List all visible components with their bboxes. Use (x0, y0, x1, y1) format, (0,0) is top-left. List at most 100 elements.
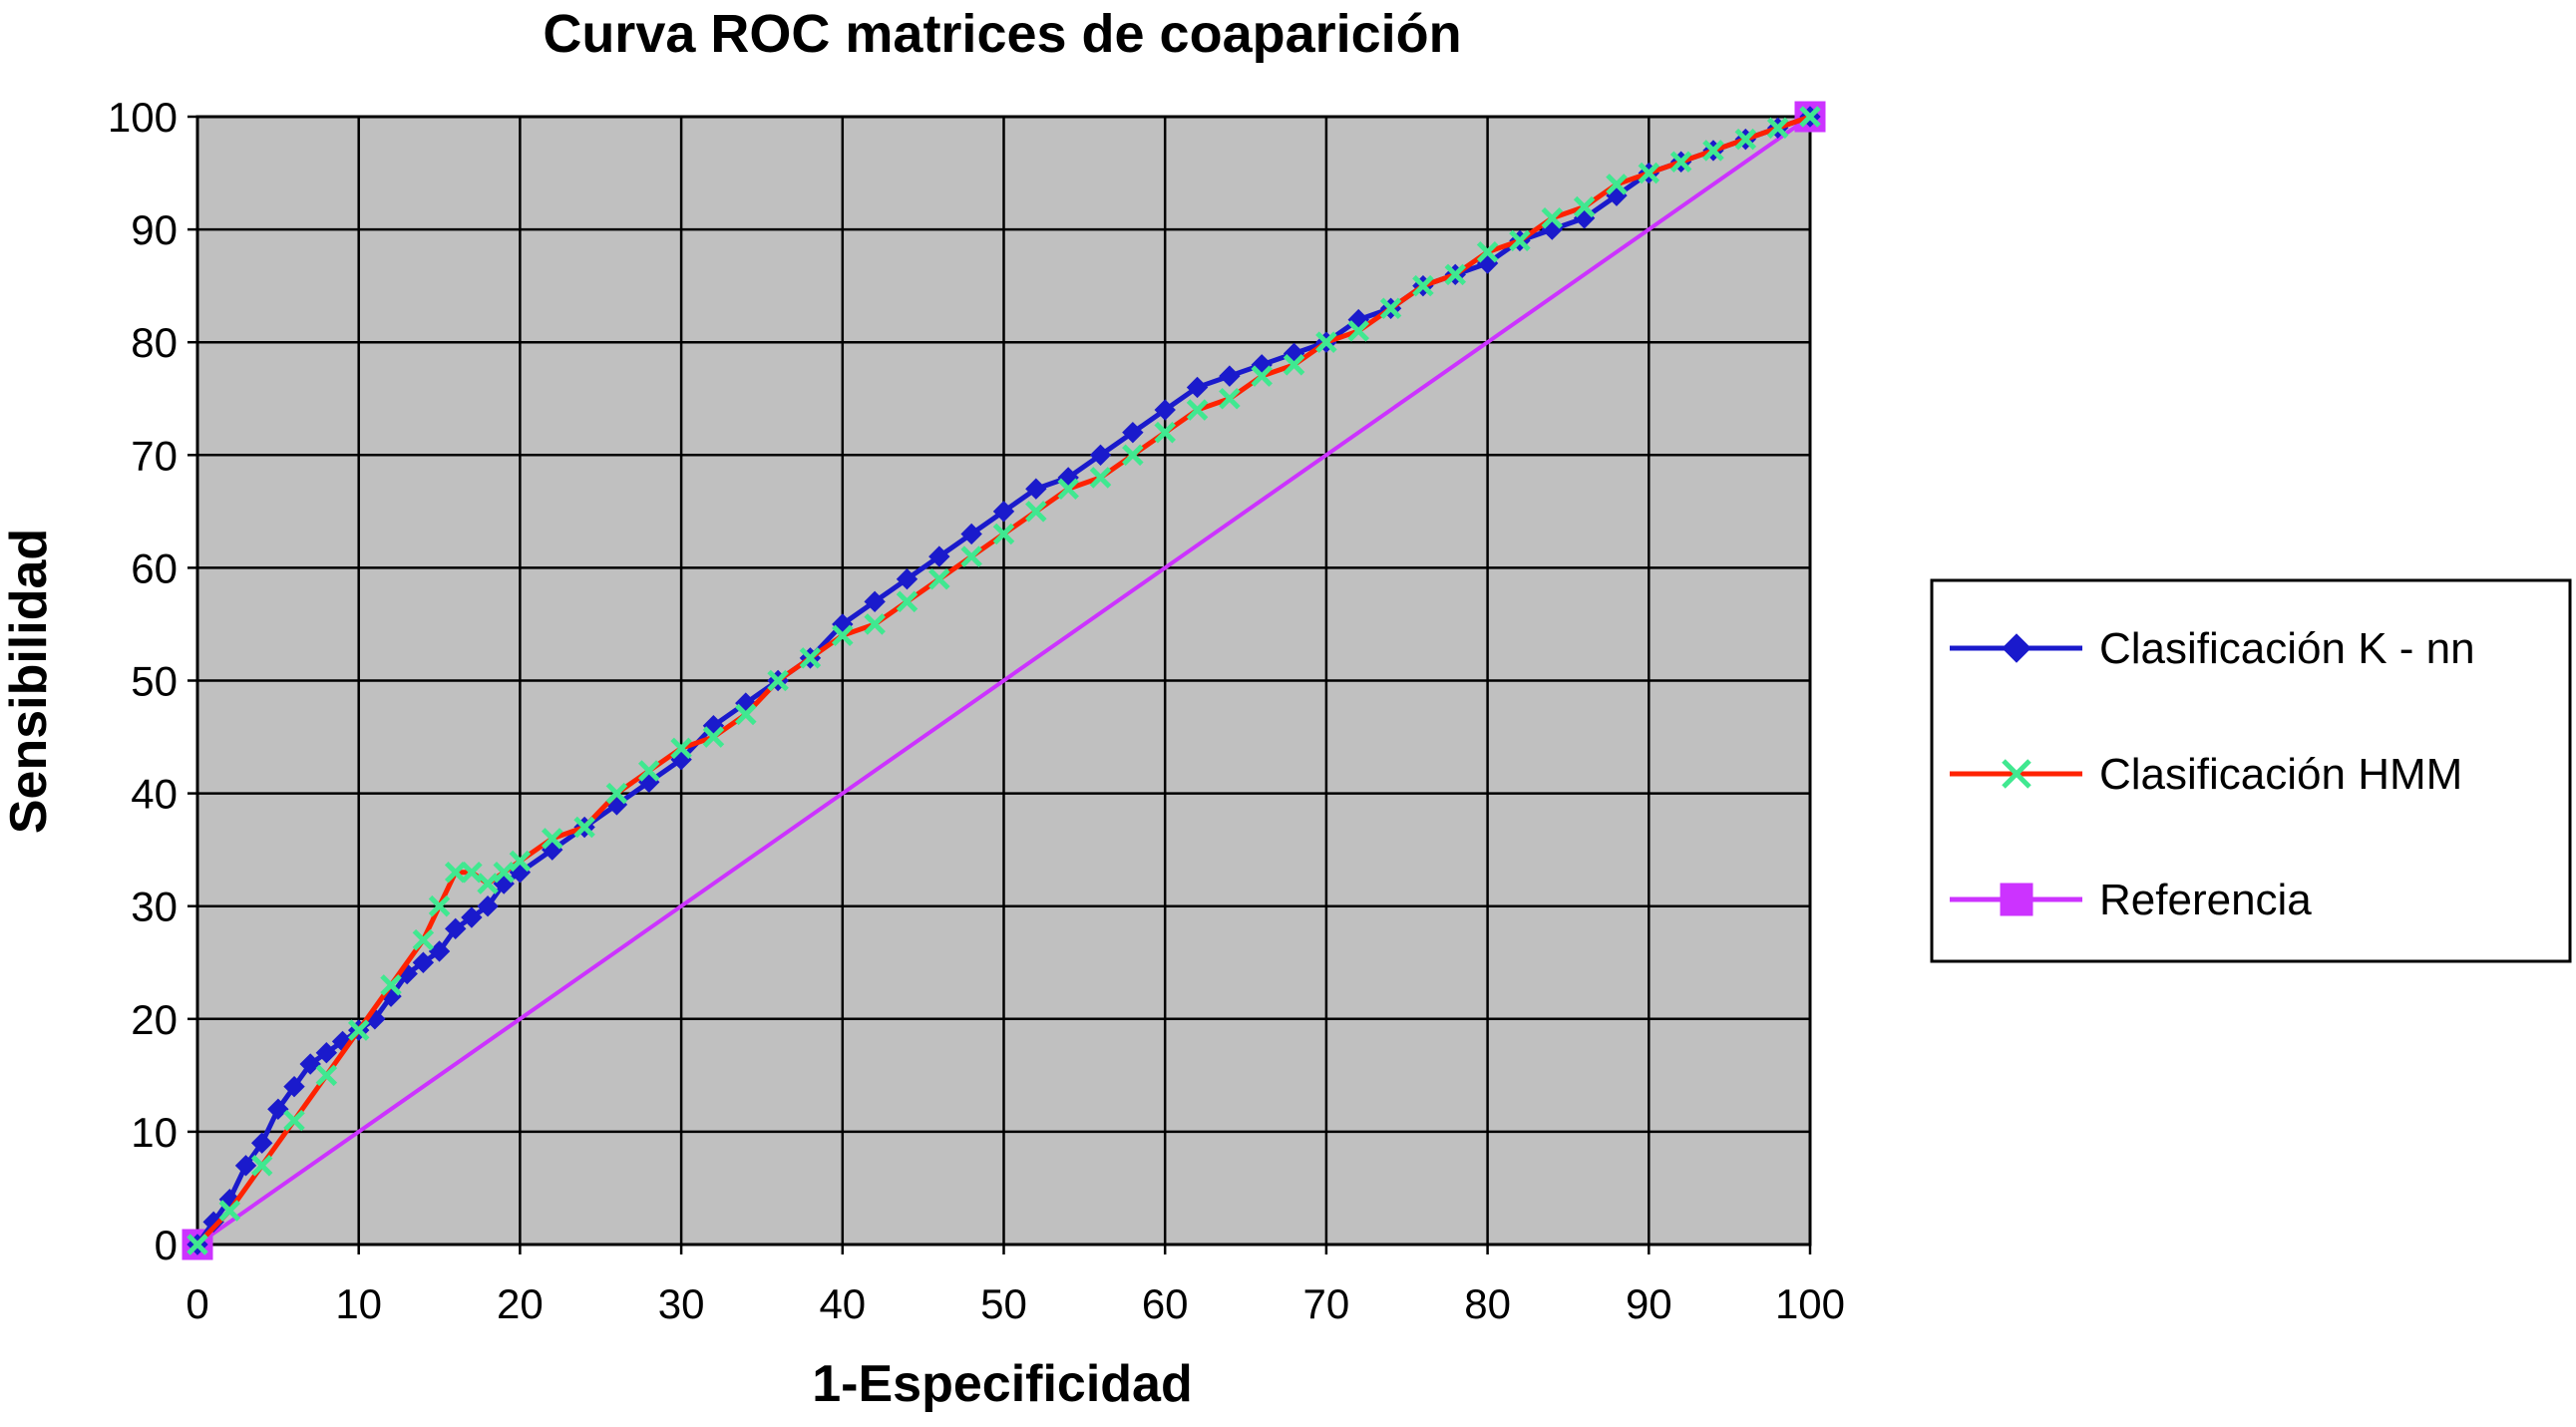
data-point (186, 1234, 208, 1255)
legend-marker (2000, 883, 2033, 916)
data-point (477, 873, 499, 894)
data-point (1283, 354, 1305, 376)
data-point (1219, 365, 1241, 387)
x-tick-label: 40 (819, 1280, 866, 1327)
x-tick-label: 30 (658, 1280, 705, 1327)
data-point (1089, 444, 1112, 467)
data-point (1154, 421, 1176, 444)
data-point (1315, 331, 1337, 353)
data-point (1025, 478, 1047, 500)
data-point (1412, 274, 1434, 297)
data-point (1025, 501, 1047, 523)
data-point (735, 703, 757, 726)
data-point (1379, 297, 1402, 320)
x-tick-label: 10 (335, 1280, 382, 1327)
data-point (1669, 151, 1692, 174)
data-point (218, 1200, 241, 1222)
data-point (670, 737, 692, 760)
data-point (767, 669, 789, 692)
data-point (1186, 399, 1209, 421)
y-axis-label: Sensibilidad (0, 529, 58, 834)
x-tick-label: 100 (1775, 1280, 1845, 1327)
data-point (283, 1109, 305, 1132)
legend-label: Clasificación K - nn (2099, 624, 2475, 673)
data-point (1476, 240, 1499, 263)
series-line (195, 115, 1812, 1247)
x-tick-label: 0 (185, 1280, 208, 1327)
series-1 (186, 106, 1821, 1255)
data-point (299, 1053, 321, 1075)
data-point (864, 613, 886, 635)
y-tick-label: 10 (131, 1109, 178, 1156)
data-point (267, 1098, 289, 1120)
data-point (1638, 162, 1660, 184)
legend-label: Referencia (2099, 876, 2312, 924)
data-point (1122, 421, 1144, 444)
data-point (1734, 128, 1757, 151)
data-point (1573, 195, 1596, 218)
data-point (250, 1132, 273, 1154)
data-point (461, 906, 483, 928)
data-point (347, 1019, 370, 1041)
legend-item: Clasificación HMM (1950, 750, 2462, 799)
x-tick-label: 90 (1626, 1280, 1672, 1327)
x-tick-label: 20 (497, 1280, 544, 1327)
legend-item: Referencia (1950, 876, 2312, 924)
x-tick-label: 50 (980, 1280, 1027, 1327)
data-point (283, 1075, 305, 1098)
series-layer (182, 101, 1826, 1260)
data-point (1702, 140, 1724, 162)
y-tick-label: 50 (131, 658, 178, 705)
data-point (315, 1064, 338, 1087)
data-point (573, 816, 595, 839)
data-point (1154, 399, 1176, 421)
data-point (380, 974, 402, 996)
data-point (509, 850, 532, 873)
data-point (234, 1155, 257, 1177)
x-tick-labels: 0 10 20 30 40 50 60 70 80 90 100 (185, 1280, 1845, 1327)
data-point (444, 862, 467, 884)
data-point (1057, 478, 1079, 500)
data-point (960, 523, 982, 545)
data-point (493, 862, 515, 884)
y-tick-label: 40 (131, 771, 178, 818)
x-axis-label: 1-Especificidad (812, 1355, 1192, 1413)
legend: Clasificación K - nn Clasificación HMM Ref… (1930, 578, 2572, 963)
data-point (992, 523, 1015, 545)
y-tick-label: 80 (131, 319, 178, 366)
data-point (1089, 467, 1112, 489)
legend-label: Clasificación HMM (2099, 750, 2462, 799)
y-tick-label: 0 (155, 1222, 178, 1268)
data-point (1509, 229, 1531, 252)
data-point (960, 545, 982, 567)
data-point (799, 647, 822, 669)
data-point (1541, 207, 1564, 229)
data-point (445, 917, 467, 940)
x-tick-label: 60 (1142, 1280, 1189, 1327)
data-point (928, 567, 950, 590)
data-point (1606, 174, 1628, 195)
y-tick-label: 20 (131, 996, 178, 1043)
chart-title: Curva ROC matrices de coaparición (543, 4, 1461, 64)
plot-border (195, 115, 1812, 1247)
y-tick-labels: 0 10 20 30 40 50 60 70 80 90 100 (108, 94, 178, 1268)
data-point (864, 590, 886, 613)
data-point (477, 894, 499, 917)
data-point (250, 1155, 273, 1177)
y-tick-label: 90 (131, 206, 178, 253)
data-point (1766, 117, 1789, 140)
data-point (1251, 365, 1273, 387)
data-point (896, 590, 919, 613)
data-point (428, 894, 451, 917)
legend-marker (2002, 633, 2031, 663)
legend-marker (2002, 759, 2031, 789)
data-point (541, 828, 563, 850)
y-tick-label: 30 (131, 884, 178, 930)
data-point (412, 928, 435, 951)
data-point (1122, 444, 1144, 467)
data-point (461, 862, 483, 884)
data-point (832, 624, 854, 647)
data-point (928, 545, 950, 567)
data-point (1444, 263, 1467, 286)
